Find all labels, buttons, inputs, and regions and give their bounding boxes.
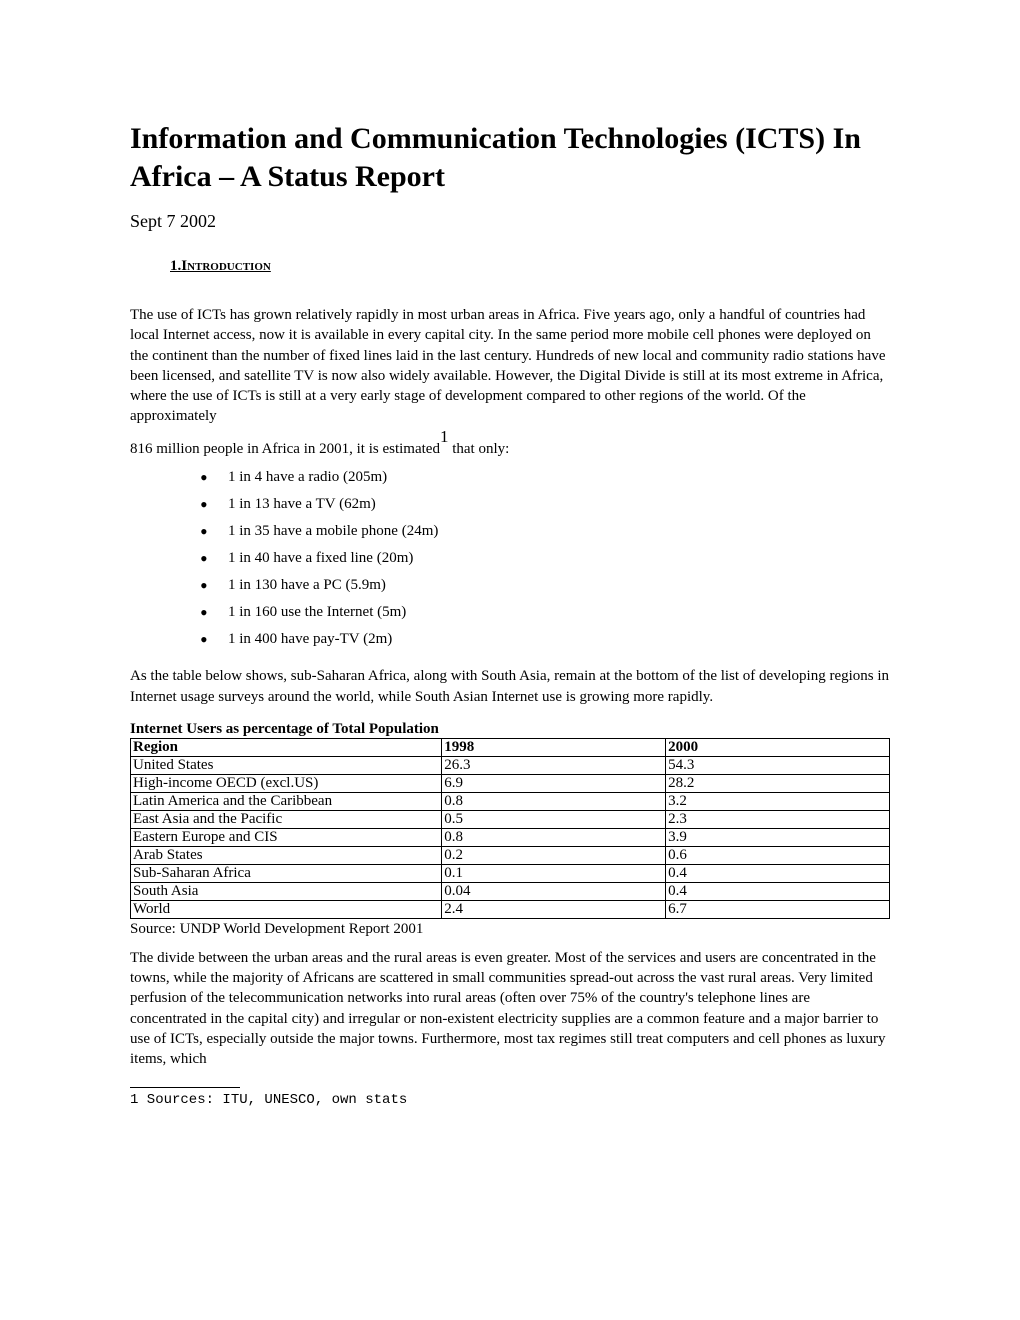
table-title: Internet Users as percentage of Total Po…	[130, 721, 890, 738]
footnote-separator	[130, 1087, 240, 1088]
stats-bullet-list: 1 in 4 have a radio (205m) 1 in 13 have …	[130, 469, 890, 648]
intro-paragraph-1: The use of ICTs has grown relatively rap…	[130, 305, 890, 427]
table-row: Latin America and the Caribbean0.83.2	[131, 792, 890, 810]
table-cell: 0.4	[666, 864, 890, 882]
document-date: Sept 7 2002	[130, 211, 890, 232]
table-cell: 0.4	[666, 882, 890, 900]
table-cell: Eastern Europe and CIS	[131, 828, 442, 846]
paragraph-3: As the table below shows, sub-Saharan Af…	[130, 666, 890, 707]
table-cell: Arab States	[131, 846, 442, 864]
list-item: 1 in 40 have a fixed line (20m)	[200, 550, 890, 567]
list-item: 1 in 13 have a TV (62m)	[200, 496, 890, 513]
table-cell: East Asia and the Pacific	[131, 810, 442, 828]
table-header: 1998	[442, 738, 666, 756]
para2-suffix: that only:	[448, 441, 509, 457]
table-cell: 0.8	[442, 792, 666, 810]
table-body: United States26.354.3High-income OECD (e…	[131, 756, 890, 918]
table-row: High-income OECD (excl.US)6.928.2	[131, 774, 890, 792]
internet-users-table: Region 1998 2000 United States26.354.3Hi…	[130, 738, 890, 919]
table-row: Sub-Saharan Africa0.10.4	[131, 864, 890, 882]
para2-prefix: 816 million people in Africa in 2001, it…	[130, 441, 440, 457]
list-item: 1 in 160 use the Internet (5m)	[200, 604, 890, 621]
list-item: 1 in 4 have a radio (205m)	[200, 469, 890, 486]
page: Information and Communication Technologi…	[0, 0, 1020, 1168]
table-row: South Asia0.040.4	[131, 882, 890, 900]
table-row: Arab States0.20.6	[131, 846, 890, 864]
table-cell: 0.1	[442, 864, 666, 882]
table-cell: 2.3	[666, 810, 890, 828]
intro-paragraph-2: 816 million people in Africa in 2001, it…	[130, 437, 890, 460]
table-cell: 54.3	[666, 756, 890, 774]
paragraph-4: The divide between the urban areas and t…	[130, 948, 890, 1070]
table-cell: 28.2	[666, 774, 890, 792]
table-cell: 3.9	[666, 828, 890, 846]
table-row: World2.46.7	[131, 900, 890, 918]
table-cell: World	[131, 900, 442, 918]
table-cell: 0.04	[442, 882, 666, 900]
table-cell: 6.7	[666, 900, 890, 918]
table-cell: 0.5	[442, 810, 666, 828]
table-cell: 0.2	[442, 846, 666, 864]
footnote-1: 1 Sources: ITU, UNESCO, own stats	[130, 1092, 890, 1108]
table-cell: 26.3	[442, 756, 666, 774]
footnote-ref-1: 1	[440, 427, 449, 446]
list-item: 1 in 130 have a PC (5.9m)	[200, 577, 890, 594]
list-item: 1 in 35 have a mobile phone (24m)	[200, 523, 890, 540]
table-row: Eastern Europe and CIS0.83.9	[131, 828, 890, 846]
table-cell: 0.6	[666, 846, 890, 864]
table-cell: 6.9	[442, 774, 666, 792]
table-header-row: Region 1998 2000	[131, 738, 890, 756]
table-header: Region	[131, 738, 442, 756]
table-cell: South Asia	[131, 882, 442, 900]
table-cell: Latin America and the Caribbean	[131, 792, 442, 810]
table-row: United States26.354.3	[131, 756, 890, 774]
section-heading-introduction: 1.Introduction	[170, 258, 890, 275]
table-cell: Sub-Saharan Africa	[131, 864, 442, 882]
table-header: 2000	[666, 738, 890, 756]
table-cell: 2.4	[442, 900, 666, 918]
table-cell: United States	[131, 756, 442, 774]
document-title: Information and Communication Technologi…	[130, 120, 890, 195]
table-cell: 0.8	[442, 828, 666, 846]
table-row: East Asia and the Pacific0.52.3	[131, 810, 890, 828]
table-cell: 3.2	[666, 792, 890, 810]
table-cell: High-income OECD (excl.US)	[131, 774, 442, 792]
list-item: 1 in 400 have pay-TV (2m)	[200, 631, 890, 648]
table-source: Source: UNDP World Development Report 20…	[130, 921, 890, 938]
